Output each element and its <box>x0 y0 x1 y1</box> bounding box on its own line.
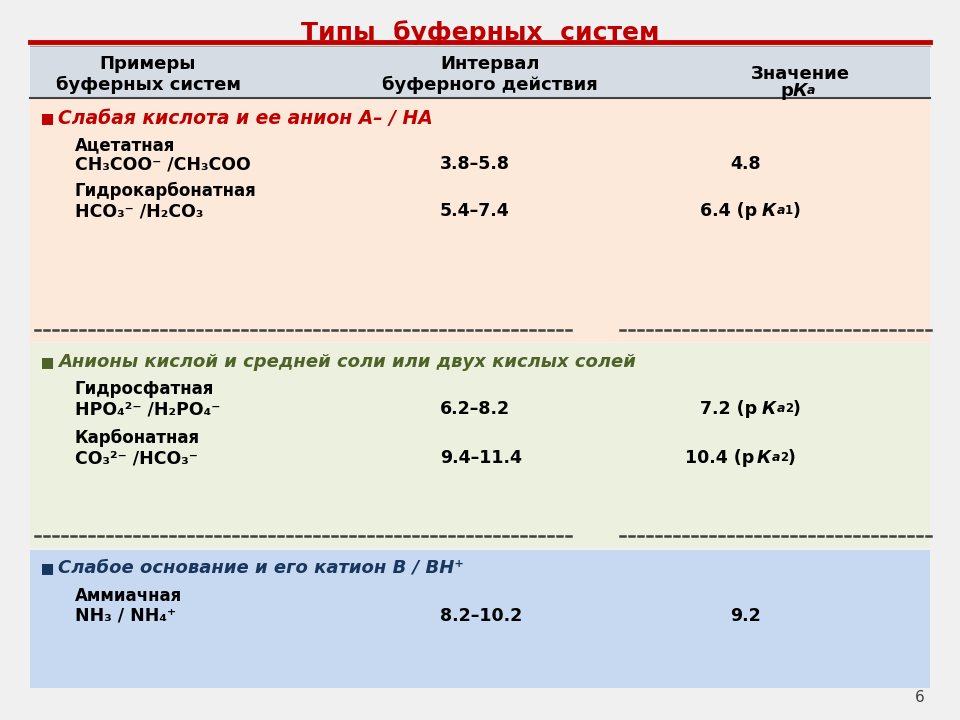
Text: ▪: ▪ <box>40 352 55 372</box>
Text: 8.2–10.2: 8.2–10.2 <box>440 607 522 625</box>
Text: К: К <box>762 400 777 418</box>
Text: Анионы кислой и средней соли или двух кислых солей: Анионы кислой и средней соли или двух ки… <box>58 353 636 371</box>
Text: HCO₃⁻ /H₂CO₃: HCO₃⁻ /H₂CO₃ <box>75 202 204 220</box>
Text: Слабая кислота и ее анион A– / HA: Слабая кислота и ее анион A– / HA <box>58 109 433 128</box>
Text: ▪: ▪ <box>40 108 55 128</box>
Text: Гидросфатная: Гидросфатная <box>75 380 214 398</box>
Text: 6.4 (р: 6.4 (р <box>700 202 757 220</box>
Text: Слабое основание и его катион B / BH⁺: Слабое основание и его катион B / BH⁺ <box>58 559 464 577</box>
Text: ): ) <box>793 400 801 418</box>
Text: Ацетатная: Ацетатная <box>75 136 176 154</box>
Text: 5.4–7.4: 5.4–7.4 <box>440 202 510 220</box>
Text: К: К <box>793 82 807 100</box>
Text: Интервал
буферного действия: Интервал буферного действия <box>382 55 598 94</box>
Text: К: К <box>757 449 771 467</box>
Text: 6: 6 <box>915 690 925 705</box>
Text: 2: 2 <box>780 451 788 464</box>
FancyBboxPatch shape <box>30 550 930 688</box>
FancyBboxPatch shape <box>30 99 930 342</box>
Text: 10.4 (р: 10.4 (р <box>685 449 755 467</box>
Text: Примеры
буферных систем: Примеры буферных систем <box>56 55 241 94</box>
Text: a: a <box>772 451 780 464</box>
Text: Типы  буферных  систем: Типы буферных систем <box>300 20 660 45</box>
Text: Значение: Значение <box>751 65 850 83</box>
Text: 9.4–11.4: 9.4–11.4 <box>440 449 522 467</box>
Text: ): ) <box>793 202 801 220</box>
Text: 6.2–8.2: 6.2–8.2 <box>440 400 510 418</box>
FancyBboxPatch shape <box>30 343 930 548</box>
Text: 2: 2 <box>785 402 793 415</box>
Text: 3.8–5.8: 3.8–5.8 <box>440 155 510 173</box>
Text: р: р <box>780 82 793 100</box>
Text: 1: 1 <box>785 204 793 217</box>
Text: Аммиачная: Аммиачная <box>75 587 182 605</box>
Text: HPO₄²⁻ /H₂PO₄⁻: HPO₄²⁻ /H₂PO₄⁻ <box>75 400 221 418</box>
Text: CH₃COO⁻ /CH₃COO: CH₃COO⁻ /CH₃COO <box>75 155 251 173</box>
Text: 9.2: 9.2 <box>730 607 760 625</box>
Text: CO₃²⁻ /HCO₃⁻: CO₃²⁻ /HCO₃⁻ <box>75 449 198 467</box>
Text: a: a <box>807 84 815 97</box>
Text: ): ) <box>788 449 796 467</box>
Text: 4.8: 4.8 <box>730 155 760 173</box>
Text: 7.2 (р: 7.2 (р <box>700 400 757 418</box>
Text: К: К <box>762 202 777 220</box>
Text: a: a <box>777 402 785 415</box>
Text: Гидрокарбонатная: Гидрокарбонатная <box>75 182 256 200</box>
Text: NH₃ / NH₄⁺: NH₃ / NH₄⁺ <box>75 607 176 625</box>
Text: ▪: ▪ <box>40 558 55 578</box>
FancyBboxPatch shape <box>30 48 930 98</box>
Text: Карбонатная: Карбонатная <box>75 429 200 447</box>
Text: a: a <box>777 204 785 217</box>
